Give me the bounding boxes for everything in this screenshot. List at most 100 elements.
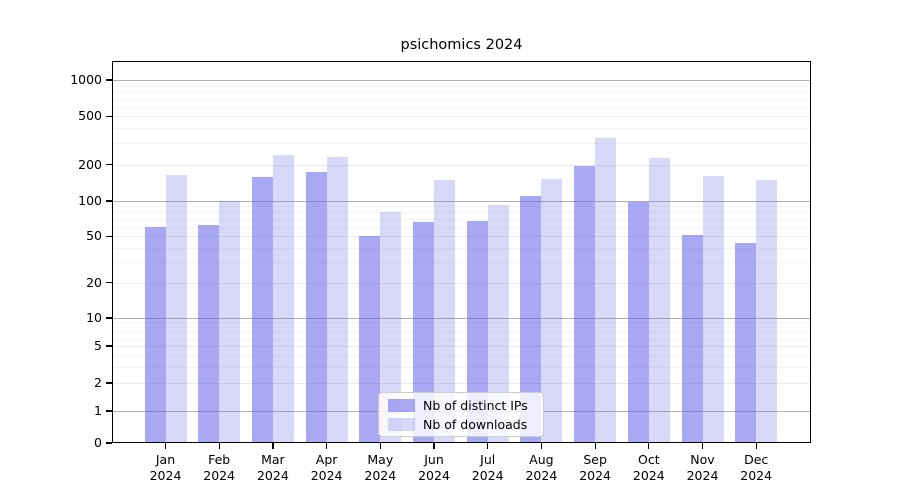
legend-item-downloads: Nb of downloads [388,417,543,432]
y-tick-label-2: 2 [94,375,102,390]
y-tick-200 [106,164,112,166]
x-tick-sep [594,443,596,449]
gridline-20 [112,282,811,284]
x-tick-label-jun: Jun 2024 [418,452,450,483]
gridline-9 [112,322,811,324]
y-tick-label-5: 5 [94,338,102,353]
gridline-40 [112,247,811,249]
gridline-70 [112,219,811,221]
y-tick-10 [106,317,112,319]
gridline-900 [112,85,811,87]
x-tick-label-may: May 2024 [364,452,397,483]
y-tick-label-200: 200 [78,156,102,172]
y-tick-5 [106,345,112,347]
x-tick-label-jul: Jul 2024 [471,452,504,483]
x-tick-nov [701,443,704,449]
gridline-3 [112,366,811,368]
x-tick-jul [487,443,489,449]
y-tick-label-20: 20 [86,274,102,290]
bar-downloads-oct [648,158,670,443]
y-tick-label-1000: 1000 [70,72,102,87]
gridline-80 [112,212,811,214]
x-tick-dec [755,443,757,449]
y-tick-0 [106,442,112,444]
gridline-500 [112,116,811,118]
legend-swatch-downloads [388,417,415,431]
x-tick-label-apr: Apr 2024 [310,452,343,483]
bar-distinct-ips-jun [413,222,434,443]
gridline-5 [112,346,811,347]
bar-downloads-jan [165,175,187,443]
x-tick-label-mar: Mar 2024 [256,452,289,483]
gridline-700 [112,98,811,100]
bar-downloads-apr [326,157,348,443]
x-tick-jun [433,443,435,449]
bar-downloads-mar [272,155,294,443]
x-tick-label-feb: Feb 2024 [203,452,236,483]
y-tick-label-50: 50 [86,228,102,244]
gridline-60 [112,227,811,228]
legend-swatch-distinct-ips [388,398,415,412]
bar-distinct-ips-sep [574,166,596,443]
gridline-90 [112,206,811,208]
y-tick-50 [106,235,112,237]
y-tick-label-1: 1 [94,403,102,418]
gridline-300 [112,143,811,145]
gridline-6 [112,338,811,340]
gridline-400 [112,128,811,130]
x-tick-label-dec: Dec 2024 [740,452,773,483]
bar-distinct-ips-oct [627,202,649,443]
bar-distinct-ips-feb [198,224,220,443]
bar-downloads-jul [487,205,509,443]
legend-label-distinct-ips: Nb of distinct IPs [423,397,528,413]
bar-downloads-nov [702,176,724,443]
x-tick-may [379,443,381,449]
gridline-10 [112,318,811,319]
gridline-1000 [112,80,811,81]
bar-distinct-ips-mar [251,177,273,443]
gridline-30 [112,262,811,264]
y-tick-100 [106,200,112,202]
bar-downloads-dec [756,180,778,443]
bar-downloads-feb [219,201,241,443]
y-tick-2 [106,382,112,384]
gridline-800 [112,91,811,93]
gridline-100 [112,201,811,202]
y-tick-label-0: 0 [94,435,102,450]
gridline-200 [112,164,811,166]
y-tick-20 [106,282,112,284]
legend-label-downloads: Nb of downloads [423,416,528,432]
legend-item-distinct-ips: Nb of distinct IPs [388,398,543,413]
x-tick-jan [164,443,167,449]
bar-distinct-ips-jul [466,220,488,443]
chart-title: psichomics 2024 [400,37,523,53]
bar-downloads-may [380,211,402,443]
x-tick-aug [540,443,543,449]
plot-area: 0 1 2 5 10 20 50 100 200 500 1000 Jan 2024 Feb 2024 M… [70,61,811,483]
gridline-4 [112,355,811,356]
x-tick-oct [648,443,650,449]
y-tick-label-500: 500 [78,108,102,124]
x-tick-label-oct: Oct 2024 [632,452,665,483]
x-tick-label-sep: Sep 2024 [579,452,611,483]
x-tick-feb [218,443,220,449]
legend: Nb of distinct IPs Nb of downloads [378,392,544,437]
x-tick-label-aug: Aug 2024 [525,452,558,483]
bar-distinct-ips-jan [144,227,166,443]
bar-downloads-aug [541,179,563,443]
gridline-600 [112,106,811,108]
bar-distinct-ips-nov [681,235,703,443]
y-tick-label-10: 10 [86,310,102,325]
y-tick-1 [106,410,112,412]
x-tick-mar [272,443,274,449]
x-tick-apr [326,443,328,449]
gridline-50 [112,236,811,238]
bar-distinct-ips-dec [735,242,757,443]
bar-downloads-jun [434,179,455,443]
x-tick-label-jan: Jan 2024 [149,452,182,483]
gridline-7 [112,332,811,334]
bar-distinct-ips-aug [520,196,542,443]
bar-distinct-ips-apr [305,171,327,443]
bar-distinct-ips-may [359,236,381,443]
